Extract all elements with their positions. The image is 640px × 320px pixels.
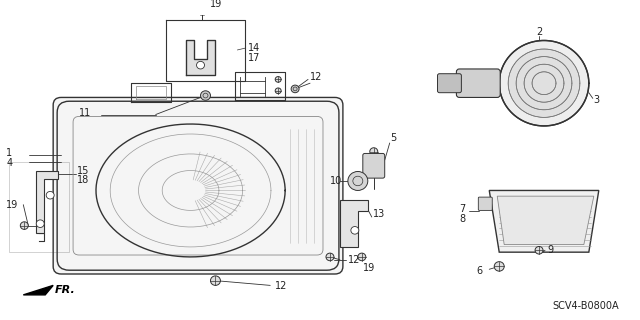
Text: 19: 19 — [209, 0, 221, 9]
Text: 4: 4 — [6, 158, 13, 168]
Text: 19: 19 — [363, 263, 375, 273]
Text: 10: 10 — [330, 176, 342, 186]
Circle shape — [508, 49, 580, 117]
Text: 15: 15 — [77, 166, 90, 177]
Text: 9: 9 — [547, 245, 553, 255]
Circle shape — [348, 172, 368, 190]
Circle shape — [196, 61, 205, 69]
Circle shape — [351, 227, 359, 234]
Circle shape — [275, 76, 281, 82]
Polygon shape — [497, 196, 594, 244]
Text: SCV4-B0800A: SCV4-B0800A — [552, 301, 619, 311]
Text: 19: 19 — [6, 200, 19, 210]
Circle shape — [36, 220, 44, 228]
Circle shape — [211, 276, 220, 285]
Circle shape — [20, 222, 28, 229]
Text: 11: 11 — [79, 108, 92, 118]
Polygon shape — [186, 41, 216, 75]
Text: 7: 7 — [460, 204, 466, 214]
Text: 1: 1 — [6, 148, 13, 158]
Text: 13: 13 — [372, 209, 385, 219]
FancyBboxPatch shape — [438, 74, 461, 93]
Text: 8: 8 — [460, 214, 465, 224]
Polygon shape — [340, 200, 368, 247]
Circle shape — [358, 253, 366, 261]
Text: 14: 14 — [248, 43, 260, 53]
Circle shape — [200, 91, 211, 100]
Circle shape — [532, 72, 556, 95]
Polygon shape — [36, 172, 58, 233]
Circle shape — [46, 191, 54, 199]
Circle shape — [275, 88, 281, 94]
Circle shape — [516, 57, 572, 110]
Text: 6: 6 — [476, 266, 483, 276]
FancyBboxPatch shape — [456, 69, 500, 98]
Circle shape — [370, 148, 378, 155]
Text: 18: 18 — [77, 175, 90, 185]
Text: 3: 3 — [594, 95, 600, 105]
FancyBboxPatch shape — [53, 98, 343, 274]
Text: 12: 12 — [348, 255, 360, 265]
Polygon shape — [23, 285, 53, 295]
FancyBboxPatch shape — [363, 154, 385, 178]
Text: 2: 2 — [536, 27, 542, 37]
Polygon shape — [489, 190, 599, 252]
Text: 17: 17 — [248, 52, 260, 63]
Circle shape — [535, 246, 543, 254]
Circle shape — [499, 41, 589, 126]
Circle shape — [326, 253, 334, 261]
Text: 5: 5 — [390, 133, 396, 143]
Text: FR.: FR. — [55, 285, 76, 295]
Circle shape — [291, 85, 299, 93]
Text: 12: 12 — [275, 281, 287, 291]
FancyBboxPatch shape — [478, 197, 492, 210]
Circle shape — [494, 262, 504, 271]
Circle shape — [524, 64, 564, 102]
Text: 12: 12 — [310, 72, 323, 82]
